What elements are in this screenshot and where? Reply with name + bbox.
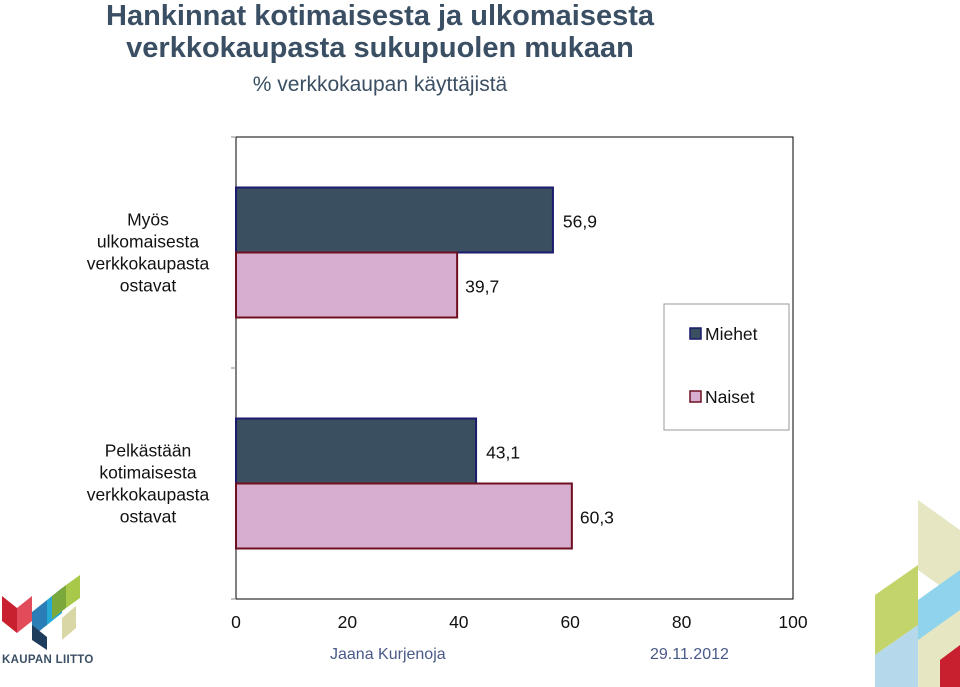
x-tick-label: 40 — [449, 612, 469, 632]
data-label: 43,1 — [486, 443, 520, 463]
logo-text: KAUPAN LIITTO — [2, 654, 94, 666]
chart-title-line2: verkkokaupasta sukupuolen mukaan — [126, 32, 634, 64]
category-labels-group: MyösulkomaisestaverkkokaupastaostavatPel… — [87, 210, 210, 527]
category-label: Pelkästään — [105, 441, 192, 461]
x-tick-label: 0 — [231, 612, 241, 632]
chart-title-line1: Hankinnat kotimaisesta ja ulkomaisesta — [106, 0, 654, 32]
legend-box — [663, 303, 790, 431]
legend-swatch-naiset — [689, 390, 702, 403]
category-label: ostavat — [120, 276, 177, 296]
bars-group — [235, 186, 573, 550]
x-tick-label: 80 — [672, 612, 692, 632]
date-text: 29.11.2012 — [650, 646, 729, 663]
author-text: Jaana Kurjenoja — [330, 646, 446, 663]
category-label: kotimaisesta — [99, 463, 197, 483]
bar-miehet-0 — [235, 186, 554, 254]
data-label: 60,3 — [580, 508, 614, 528]
x-tick-label: 20 — [338, 612, 358, 632]
legend-label-miehet: Miehet — [705, 324, 758, 344]
category-label: verkkokaupasta — [87, 254, 210, 274]
decorative-pattern-icon — [875, 500, 960, 687]
category-label: Myös — [127, 210, 169, 230]
bar-miehet-1 — [235, 417, 478, 485]
x-tick-label: 100 — [778, 612, 807, 632]
legend-label-naiset: Naiset — [705, 387, 755, 407]
x-tick-label: 60 — [560, 612, 580, 632]
category-label: ostavat — [120, 507, 177, 527]
category-label: verkkokaupasta — [87, 485, 210, 505]
category-label: ulkomaisesta — [97, 232, 199, 252]
y-axis-ticks — [231, 136, 236, 600]
data-label: 39,7 — [465, 277, 499, 297]
data-label: 56,9 — [563, 212, 597, 232]
legend: Miehet Naiset — [663, 303, 790, 431]
bar-naiset-1 — [235, 482, 573, 550]
kaupan-liitto-logo-icon — [2, 575, 80, 650]
legend-swatch-miehet — [689, 327, 702, 340]
data-labels-group: 56,9 39,7 43,1 60,3 — [465, 212, 614, 528]
chart-subtitle: % verkkokaupan käyttäjistä — [252, 73, 508, 96]
x-tick-labels-group: 0 20 40 60 80 100 — [231, 612, 808, 632]
bar-naiset-0 — [235, 251, 459, 319]
